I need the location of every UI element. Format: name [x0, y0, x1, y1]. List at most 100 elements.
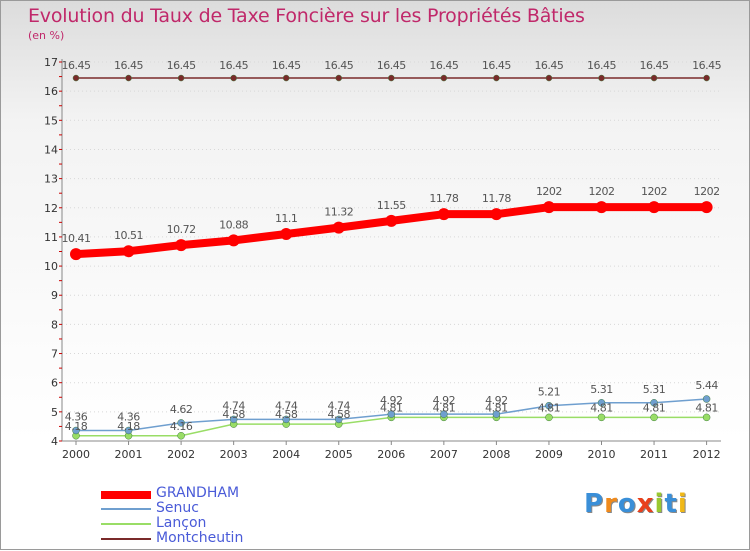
data-point [122, 245, 135, 258]
data-label: 4.74 [328, 399, 351, 412]
proxiti-logo: Proxiti [584, 489, 688, 519]
data-label: 16.45 [692, 59, 721, 72]
y-tick-label: 10 [44, 260, 58, 273]
data-label: 11.1 [275, 212, 298, 225]
data-point [493, 74, 500, 82]
data-point [702, 395, 711, 403]
data-label: 11.78 [482, 192, 511, 205]
data-point [282, 74, 290, 82]
legend-label: Senuc [156, 500, 199, 516]
data-label: 1202 [694, 185, 720, 198]
data-label: 16.45 [62, 59, 91, 72]
data-label: 4.74 [275, 399, 298, 412]
data-label: 16.45 [587, 59, 616, 72]
x-tick-label: 2010 [588, 448, 616, 461]
data-point [597, 399, 606, 407]
data-point [70, 248, 82, 261]
legend-label: GRANDHAM [156, 485, 240, 501]
data-point [229, 415, 238, 424]
data-point [650, 413, 658, 422]
x-tick-label: 2005 [325, 448, 353, 461]
data-label: 1202 [641, 185, 667, 198]
data-label: 16.45 [167, 59, 196, 72]
data-point [545, 401, 553, 410]
x-tick-label: 2000 [62, 448, 90, 461]
data-point [595, 201, 608, 214]
x-tick-label: 2002 [167, 448, 195, 461]
data-point [437, 208, 450, 221]
data-point [703, 74, 710, 82]
legend-item-montcheutin: Montcheutin [101, 530, 321, 546]
y-tick-label: 7 [51, 348, 58, 361]
data-label: 16.45 [114, 59, 143, 72]
data-label: 16.45 [640, 59, 669, 72]
y-tick-label: 9 [51, 289, 58, 302]
y-tick-label: 13 [44, 173, 58, 186]
data-point [72, 426, 80, 435]
data-label: 16.45 [377, 59, 406, 72]
data-label: 4.58 [275, 408, 298, 421]
data-point [177, 419, 185, 427]
data-point [230, 74, 237, 82]
data-label: 4.81 [433, 401, 456, 414]
data-label: 11.78 [429, 192, 458, 205]
data-point [125, 74, 132, 82]
y-tick-label: 5 [51, 406, 58, 419]
data-point [492, 410, 501, 418]
data-label: 1202 [536, 185, 562, 198]
data-point [598, 74, 605, 82]
data-label: 1202 [589, 185, 615, 198]
data-label: 4.36 [65, 411, 88, 424]
data-label: 4.81 [590, 401, 613, 414]
data-point [490, 208, 503, 221]
y-tick-label: 14 [44, 143, 58, 156]
data-label: 4.18 [65, 420, 88, 433]
y-tick-label: 11 [44, 231, 58, 244]
y-tick-label: 12 [44, 202, 58, 215]
x-tick-label: 2001 [115, 448, 143, 461]
data-point [332, 221, 345, 234]
data-point [545, 74, 553, 82]
y-tick-label: 6 [51, 377, 58, 390]
data-point [388, 74, 395, 82]
data-label: 4.81 [380, 401, 403, 414]
data-label: 5.21 [538, 386, 561, 399]
data-point [700, 201, 713, 214]
data-label: 4.81 [695, 401, 718, 414]
data-label: 4.16 [170, 420, 193, 433]
legend-item-lancon: Lançon [101, 515, 321, 531]
data-label: 4.58 [222, 408, 245, 421]
legend-label: Lançon [156, 515, 207, 531]
data-point [385, 214, 398, 227]
y-tick-label: 17 [44, 56, 58, 69]
x-tick-label: 2008 [482, 448, 510, 461]
data-label: 16.45 [272, 59, 301, 72]
chart-subtitle: (en %) [28, 29, 65, 42]
data-point [440, 410, 448, 418]
data-label: 4.92 [485, 394, 508, 407]
data-point [597, 413, 606, 422]
legend-swatch [101, 491, 151, 499]
data-label: 10.41 [62, 232, 91, 245]
data-label: 4.81 [643, 401, 666, 414]
data-label: 4.36 [117, 411, 140, 424]
data-point [177, 432, 185, 440]
data-label: 4.58 [328, 408, 351, 421]
data-point [702, 413, 711, 422]
y-tick-label: 8 [51, 318, 58, 331]
data-label: 16.45 [482, 59, 511, 72]
x-tick-label: 2007 [430, 448, 458, 461]
data-label: 16.45 [429, 59, 458, 72]
data-point [227, 234, 240, 247]
data-label: 4.92 [380, 394, 403, 407]
legend-swatch [101, 508, 151, 510]
data-point [545, 413, 553, 422]
legend-item-grandham: GRANDHAM [101, 485, 321, 501]
chart-title: Evolution du Taux de Taxe Foncière sur l… [28, 5, 585, 27]
y-tick-label: 4 [51, 435, 58, 448]
x-tick-label: 2011 [640, 448, 668, 461]
data-point [175, 239, 188, 252]
data-point [280, 228, 293, 241]
data-label: 4.74 [222, 399, 245, 412]
